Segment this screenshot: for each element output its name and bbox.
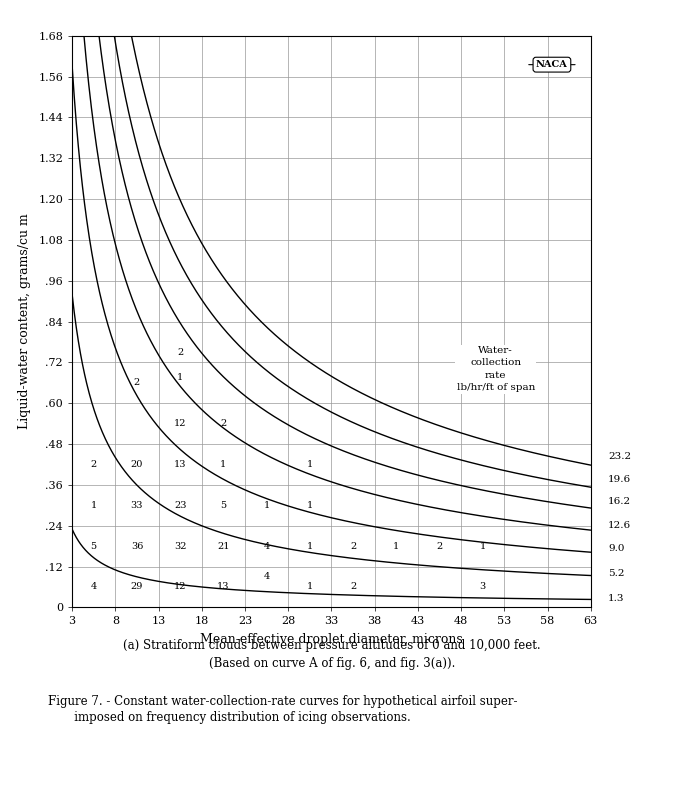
Y-axis label: Liquid-water content, grams/cu m: Liquid-water content, grams/cu m xyxy=(19,214,32,430)
Text: 1.3: 1.3 xyxy=(608,595,624,603)
Text: 9.0: 9.0 xyxy=(608,544,624,553)
Text: 1: 1 xyxy=(221,460,227,469)
Text: 13: 13 xyxy=(174,460,186,469)
Text: 12: 12 xyxy=(174,583,186,592)
Text: 1: 1 xyxy=(306,501,313,510)
Text: 23: 23 xyxy=(174,501,186,510)
Text: 29: 29 xyxy=(131,583,143,592)
X-axis label: Mean-effective droplet diameter, microns: Mean-effective droplet diameter, microns xyxy=(200,634,463,646)
Text: 19.6: 19.6 xyxy=(608,475,631,484)
Text: 2: 2 xyxy=(134,378,140,387)
Text: 33: 33 xyxy=(131,501,143,510)
Text: 36: 36 xyxy=(131,542,143,551)
Text: 2: 2 xyxy=(221,419,227,428)
Text: 1: 1 xyxy=(480,542,486,551)
Text: 5: 5 xyxy=(91,542,97,551)
Text: 21: 21 xyxy=(217,542,229,551)
Text: 2: 2 xyxy=(177,348,183,357)
Text: 2: 2 xyxy=(350,583,357,592)
Text: 32: 32 xyxy=(174,542,186,551)
Text: NACA: NACA xyxy=(536,60,568,69)
Text: 4: 4 xyxy=(264,572,270,581)
Text: 1: 1 xyxy=(91,501,97,510)
Text: 12.6: 12.6 xyxy=(608,521,631,530)
Text: 20: 20 xyxy=(131,460,143,469)
Text: 23.2: 23.2 xyxy=(608,452,631,461)
Text: (a) Stratiform clouds between pressure altitudes of 0 and 10,000 feet.: (a) Stratiform clouds between pressure a… xyxy=(123,639,541,652)
Text: 5.2: 5.2 xyxy=(608,569,624,578)
Text: 1: 1 xyxy=(306,583,313,592)
Text: 2: 2 xyxy=(436,542,442,551)
Text: Water-
collection
rate
lb/hr/ft of span: Water- collection rate lb/hr/ft of span xyxy=(457,346,535,392)
Text: 2: 2 xyxy=(350,542,357,551)
Text: 13: 13 xyxy=(217,583,229,592)
Text: 16.2: 16.2 xyxy=(608,497,631,507)
Text: imposed on frequency distribution of icing observations.: imposed on frequency distribution of ici… xyxy=(48,711,411,723)
Text: 1: 1 xyxy=(264,501,270,510)
Text: 1: 1 xyxy=(306,542,313,551)
Text: 4: 4 xyxy=(264,542,270,551)
Text: 1: 1 xyxy=(306,460,313,469)
Text: (Based on curve A of fig. 6, and fig. 3(a)).: (Based on curve A of fig. 6, and fig. 3(… xyxy=(209,657,455,670)
Text: 4: 4 xyxy=(91,583,97,592)
Text: 1: 1 xyxy=(177,373,183,382)
Text: 1: 1 xyxy=(393,542,399,551)
Text: Figure 7. - Constant water-collection-rate curves for hypothetical airfoil super: Figure 7. - Constant water-collection-ra… xyxy=(48,695,517,707)
Text: 2: 2 xyxy=(91,460,97,469)
Text: 5: 5 xyxy=(221,501,227,510)
Text: 3: 3 xyxy=(480,583,486,592)
Text: 12: 12 xyxy=(174,419,186,428)
